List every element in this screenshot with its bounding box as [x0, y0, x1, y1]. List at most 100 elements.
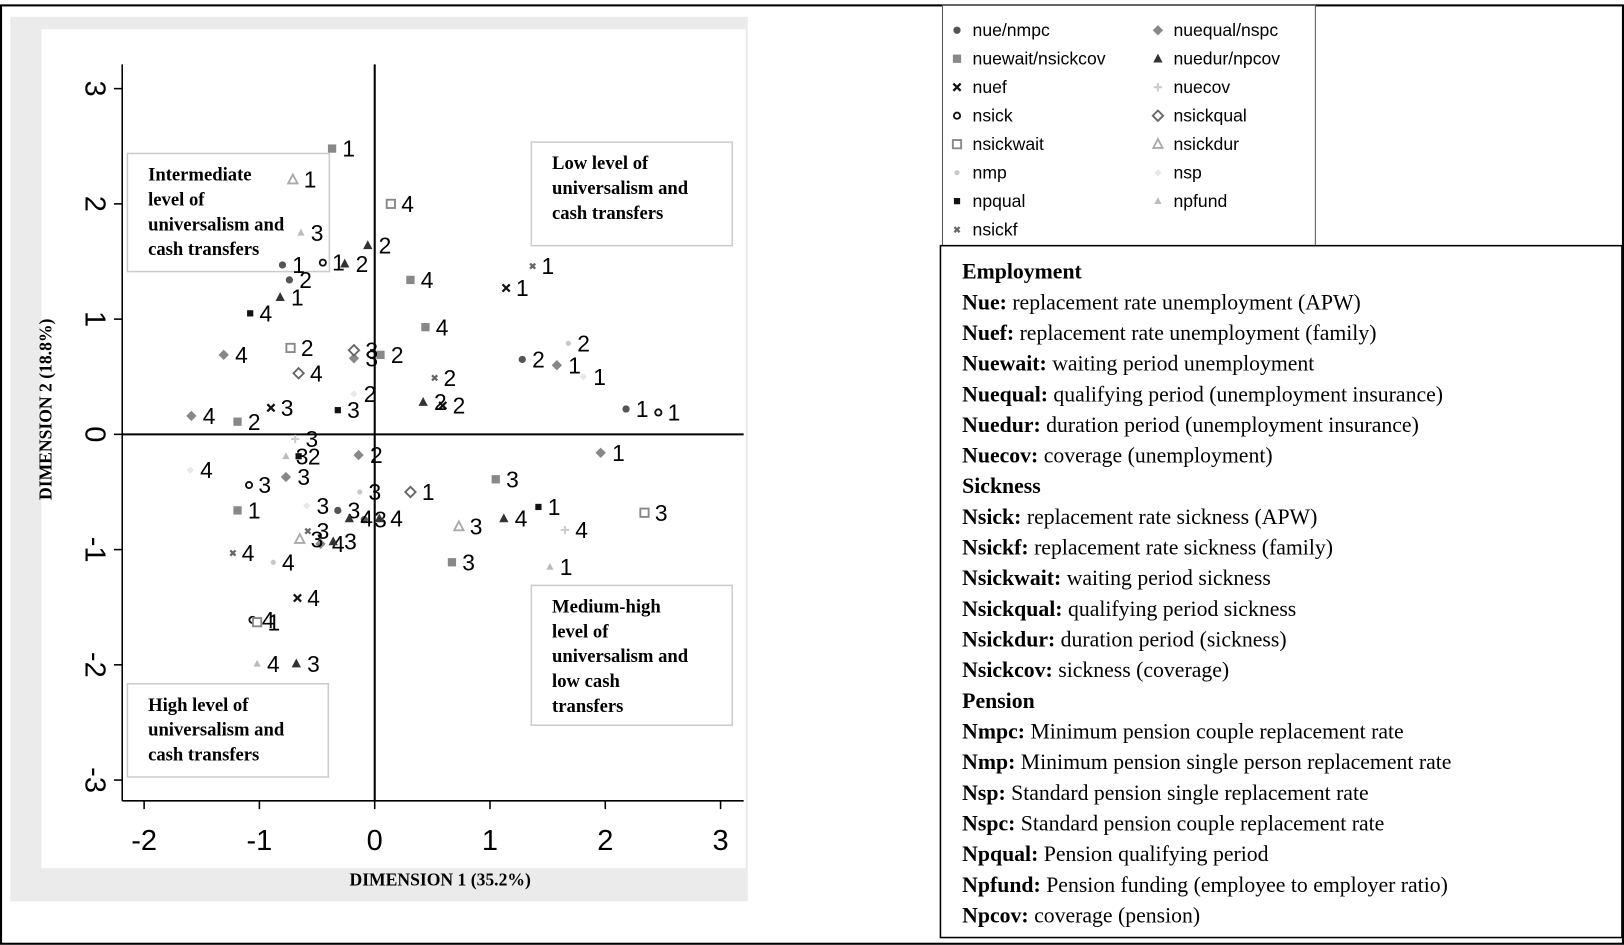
glossary-text: sickness (coverage) — [1058, 658, 1229, 682]
marker — [560, 525, 570, 535]
x-tick-label: 1 — [482, 825, 498, 857]
marker — [293, 593, 302, 603]
legend-label: npfund — [1173, 191, 1227, 211]
legend-marker — [954, 170, 960, 176]
glossary-text: waiting period sickness — [1067, 566, 1271, 590]
x-tick-label: 0 — [367, 825, 383, 857]
point-label: 1 — [568, 352, 581, 378]
marker — [546, 562, 554, 570]
point-label: 2 — [299, 267, 312, 293]
glossary-term: Nsickf: — [962, 536, 1028, 560]
marker — [438, 401, 448, 410]
marker — [295, 453, 302, 460]
marker — [291, 658, 301, 668]
point-label: 2 — [577, 330, 590, 356]
y-tick-label: 0 — [79, 426, 111, 442]
legend-box — [941, 4, 1316, 248]
annotation-text: level of — [552, 621, 609, 642]
point-label: 2 — [248, 409, 261, 435]
point-label: 4 — [282, 549, 295, 575]
marker — [491, 475, 500, 484]
glossary-term: Npfund: — [962, 873, 1041, 897]
glossary-line: Nmpc: Minimum pension couple replacement… — [962, 719, 1404, 743]
point-label: 1 — [612, 440, 625, 466]
point-label: 2 — [364, 381, 377, 407]
y-tick-label: -3 — [79, 767, 111, 793]
marker — [229, 549, 237, 557]
marker — [304, 527, 312, 535]
glossary-line: Nsickwait: waiting period sickness — [962, 566, 1271, 590]
glossary-term: Nuedur: — [962, 413, 1041, 437]
glossary-line: Nsickqual: qualifying period sickness — [962, 597, 1296, 621]
marker — [327, 144, 337, 153]
point-label: 2 — [301, 335, 314, 361]
x-tick-label: 3 — [713, 825, 729, 857]
legend-label: nuecov — [1173, 77, 1230, 97]
marker — [431, 374, 439, 382]
glossary-term: Nsickcov: — [962, 658, 1053, 682]
annotation-text: cash transfers — [552, 203, 663, 224]
legend-marker — [1154, 169, 1162, 177]
point-label: 4 — [262, 607, 275, 633]
glossary-heading: Sickness — [962, 474, 1041, 498]
marker — [252, 617, 263, 628]
annotation-text: High level of — [148, 695, 249, 716]
point-label: 4 — [390, 506, 403, 532]
marker — [334, 407, 341, 414]
legend-label: nsick — [973, 105, 1013, 125]
glossary-line: Nspc: Standard pension couple replacemen… — [962, 811, 1384, 835]
marker — [297, 228, 305, 236]
glossary-text: Pension funding (employee to employer ra… — [1046, 873, 1448, 897]
glossary-line: Nsickdur: duration period (sickness) — [962, 628, 1286, 652]
marker — [286, 172, 300, 185]
marker — [291, 434, 300, 444]
x-tick-label: -1 — [247, 825, 273, 857]
annotation-text: universalism and — [148, 214, 285, 235]
legend-marker — [1153, 83, 1163, 92]
annotation-text: cash transfers — [148, 745, 259, 766]
marker — [406, 275, 415, 285]
glossary-text: qualifying period (unemployment insuranc… — [1053, 382, 1443, 406]
annotation-text: Low level of — [552, 153, 649, 174]
marker — [360, 516, 368, 524]
point-label: 3 — [462, 549, 475, 575]
marker — [499, 513, 509, 523]
point-label: 1 — [291, 284, 304, 310]
glossary-line: Nuedur: duration period (unemployment in… — [962, 413, 1419, 437]
glossary-term: Nsickqual: — [962, 597, 1062, 621]
point-label: 4 — [200, 457, 213, 483]
marker — [233, 506, 242, 515]
glossary-line: Nsickf: replacement rate sickness (famil… — [962, 536, 1333, 560]
legend-label: nsickf — [973, 219, 1018, 239]
marker — [353, 449, 364, 461]
glossary-term: Nmp: — [962, 750, 1015, 774]
marker — [529, 262, 537, 270]
point-label: 2 — [356, 251, 369, 277]
point-label: 1 — [332, 250, 345, 276]
legend-marker — [1151, 137, 1165, 149]
marker — [501, 283, 511, 293]
point-label: 1 — [422, 479, 435, 505]
x-tick-label: 2 — [597, 825, 613, 857]
marker — [565, 340, 571, 346]
glossary-line: Nsp: Standard pension single replacement… — [962, 781, 1368, 805]
glossary-term: Npcov: — [962, 903, 1028, 927]
glossary-text: replacement rate unemployment (APW) — [1012, 290, 1360, 314]
point-label: 3 — [311, 220, 324, 246]
x-axis-label: DIMENSION 1 (35.2%) — [350, 870, 531, 890]
marker — [622, 405, 630, 413]
point-label: 4 — [203, 403, 216, 429]
legend-label: nuedur/npcov — [1173, 48, 1280, 68]
glossary-term: Nuequal: — [962, 382, 1048, 406]
marker — [285, 342, 296, 353]
y-tick-label: 3 — [79, 81, 111, 97]
point-label: 3 — [297, 464, 310, 490]
legend-label: npqual — [973, 191, 1026, 211]
point-label: 3 — [306, 426, 319, 452]
glossary-term: Nsick: — [962, 505, 1021, 529]
y-tick-label: -1 — [79, 537, 111, 563]
glossary-heading: Employment — [962, 260, 1082, 284]
point-label: 4 — [401, 191, 414, 217]
point-label: 4 — [267, 651, 280, 677]
glossary-box — [939, 244, 1623, 939]
